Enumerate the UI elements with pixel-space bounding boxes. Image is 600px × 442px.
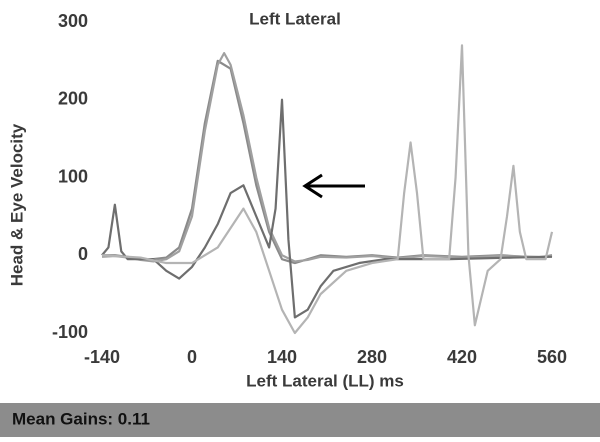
trace-line [102,59,553,265]
x-tick-label: 0 [187,347,197,367]
x-axis-label: Left Lateral (LL) ms [246,371,404,390]
y-tick-label: 100 [58,166,88,186]
trace-line [101,52,553,263]
y-tick-label: -100 [52,322,88,342]
footer-bar [0,403,600,437]
y-tick-label: 200 [58,89,88,109]
chart-title: Left Lateral [249,9,341,28]
y-tick-label: 0 [78,244,88,264]
footer-text: Mean Gains: 0.11 [12,409,150,428]
trace-line [101,44,554,335]
y-axis-label: Head & Eye Velocity [7,123,26,286]
arrow [302,173,365,199]
y-tick-label: 300 [58,11,88,31]
x-tick-label: 420 [447,347,477,367]
x-tick-label: -140 [84,347,120,367]
x-tick-label: 280 [357,347,387,367]
x-tick-label: 140 [267,347,297,367]
x-tick-label: 560 [537,347,567,367]
trace-line [101,98,553,319]
